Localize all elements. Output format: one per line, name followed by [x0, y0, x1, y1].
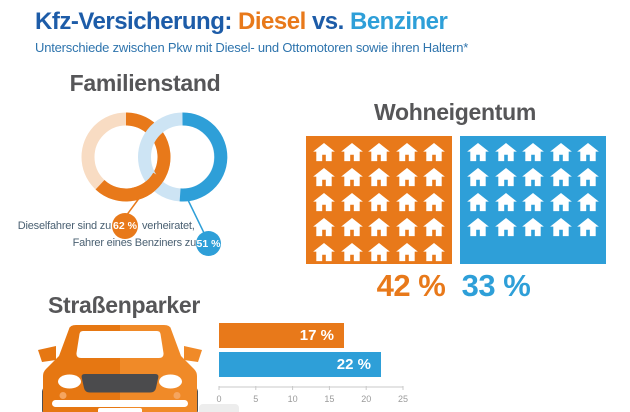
diesel-donut-arc [95, 112, 171, 202]
curb-element [199, 404, 239, 412]
benzin-ownership-percentage: 33 % [461, 268, 531, 303]
familienstand-heading: Familienstand [69, 70, 221, 96]
benzin-donut-arc [179, 112, 228, 202]
car-windshield [76, 331, 164, 358]
diesel-annotation-suffix: verheiratet, [142, 220, 195, 232]
title-part-benziner: Benziner [349, 8, 448, 35]
diesel-ownership-percentage: 42 % [376, 268, 446, 303]
car-foglight-right [173, 392, 181, 399]
car-icon [38, 325, 202, 412]
strassenparker-heading: Straßenparker [47, 292, 201, 318]
car-grille [81, 374, 159, 393]
page-title: Kfz-Versicherung: Diesel vs. Benziner [35, 8, 448, 36]
page-subtitle: Unterschiede zwischen Pkw mit Diesel- un… [35, 40, 469, 55]
car-headlight-right [159, 374, 182, 389]
bar-axis-ticks: 0 5 10 15 20 25 [216, 386, 408, 404]
diesel-annotation-text: Dieselfahrer sind zu [17, 220, 111, 232]
benzin-connector-line [187, 199, 206, 235]
svg-text:25: 25 [398, 394, 408, 404]
diesel-donut-overlap [131, 172, 165, 201]
svg-text:0: 0 [216, 394, 221, 404]
svg-text:10: 10 [288, 394, 298, 404]
benzin-percentage-badge: 51 % [196, 231, 221, 256]
title-part-diesel: Diesel [238, 8, 306, 35]
bar-chart-axis: 0 5 10 15 20 25 [216, 386, 408, 404]
benzin-annotation-text: Fahrer eines Benziners zu [72, 237, 197, 249]
car-license-plate [98, 408, 142, 412]
car-headlight-left [58, 374, 81, 389]
svg-text:20: 20 [361, 394, 371, 404]
title-part-kfz: Kfz-Versicherung: [35, 8, 232, 35]
car-mirror-left [38, 346, 56, 362]
svg-text:15: 15 [324, 394, 334, 404]
benzin-bar: 22 % [219, 352, 381, 377]
car-mirror-right [184, 346, 202, 362]
diesel-connector-line [125, 196, 141, 217]
benzin-house-pictogram [460, 136, 606, 264]
car-foglight-left [59, 392, 67, 399]
title-part-vs: vs. [311, 8, 344, 35]
wohneigentum-heading: Wohneigentum [373, 99, 537, 125]
familienstand-donut-chart [81, 112, 228, 235]
diesel-percentage-badge: 62 % [112, 213, 138, 239]
diesel-house-pictogram [306, 136, 452, 264]
diesel-bar: 17 % [219, 323, 344, 348]
car-bumper-stripe [52, 400, 188, 407]
svg-text:5: 5 [253, 394, 258, 404]
